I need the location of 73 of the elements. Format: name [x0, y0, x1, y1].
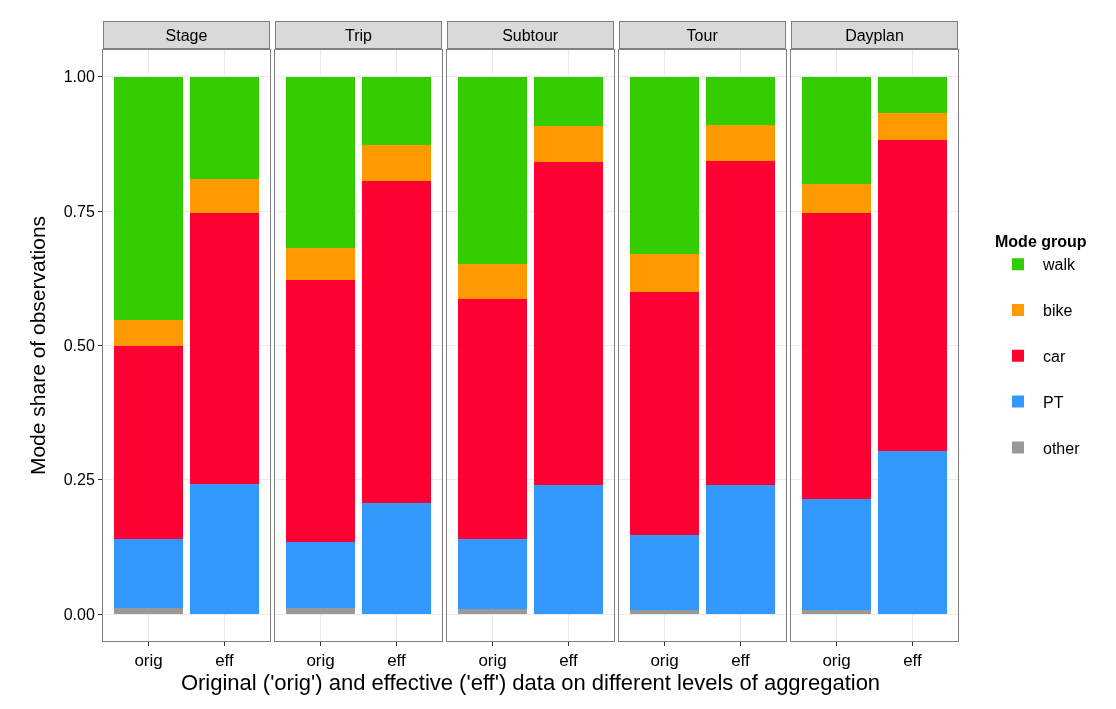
bar	[534, 485, 603, 615]
legend-label: other	[1043, 439, 1081, 457]
x-tick-label: orig	[822, 651, 851, 671]
bar	[630, 609, 699, 615]
bar	[706, 76, 775, 125]
x-tick-label: orig	[478, 651, 507, 671]
bar	[630, 253, 699, 292]
bar	[878, 113, 947, 140]
bar	[286, 607, 355, 615]
bar	[114, 607, 183, 615]
y-tick-label: 0.00	[63, 605, 95, 623]
bar	[458, 608, 527, 615]
x-tick-label: orig	[306, 651, 335, 671]
y-tick-label: 0.25	[63, 471, 95, 489]
chart-title: Dayplan	[845, 26, 904, 44]
y-tick-label: 1.00	[63, 68, 95, 86]
legend-title: Mode group	[995, 233, 1087, 251]
bar	[190, 212, 259, 485]
bar	[286, 542, 355, 608]
bar	[630, 291, 699, 535]
x-tick-label: orig	[134, 651, 163, 671]
bar	[706, 124, 775, 161]
x-tick-label: eff	[731, 651, 751, 671]
y-axis-title: Mode share of observations	[25, 215, 49, 476]
bar	[802, 183, 871, 214]
bar	[458, 76, 527, 264]
bar	[802, 76, 871, 184]
bar	[458, 539, 527, 609]
chart-title: Subtour	[502, 26, 559, 44]
bar	[802, 609, 871, 615]
x-tick-label: eff	[903, 651, 923, 671]
y-tick-label: 0.75	[63, 202, 95, 220]
legend-label: walk	[1042, 256, 1077, 274]
bar	[114, 539, 183, 608]
bar	[362, 76, 431, 146]
legend-label: PT	[1043, 393, 1064, 411]
bar	[362, 145, 431, 181]
bar	[114, 346, 183, 540]
chart-title: Tour	[686, 26, 719, 44]
x-axis-title: Original ('orig') and effective ('eff') data on different levels of aggregation	[180, 670, 881, 696]
bar	[114, 319, 183, 347]
bar	[286, 280, 355, 543]
y-tick-label: 0.50	[63, 337, 95, 355]
bar	[190, 484, 259, 615]
bar	[286, 76, 355, 248]
bar	[534, 126, 603, 162]
bar	[630, 76, 699, 254]
bar	[706, 485, 775, 615]
legend-label: bike	[1043, 302, 1073, 320]
bar	[878, 451, 947, 615]
x-tick-label: eff	[387, 651, 407, 671]
bar	[706, 160, 775, 486]
bar	[362, 503, 431, 615]
bar	[534, 76, 603, 127]
bar	[114, 76, 183, 320]
x-tick-label: eff	[559, 651, 579, 671]
bar	[190, 76, 259, 180]
bar	[802, 213, 871, 500]
legend-label: car	[1043, 348, 1066, 366]
bar	[630, 534, 699, 610]
bar	[878, 139, 947, 452]
bar	[362, 180, 431, 504]
x-tick-label: eff	[215, 651, 235, 671]
bar	[458, 263, 527, 300]
bar	[802, 499, 871, 610]
bar	[190, 179, 259, 213]
x-tick-label: orig	[650, 651, 679, 671]
bar	[458, 299, 527, 540]
chart-title: Stage	[165, 26, 208, 44]
bar	[286, 247, 355, 281]
bar	[534, 161, 603, 486]
bar	[878, 76, 947, 114]
chart-title: Trip	[344, 26, 373, 44]
